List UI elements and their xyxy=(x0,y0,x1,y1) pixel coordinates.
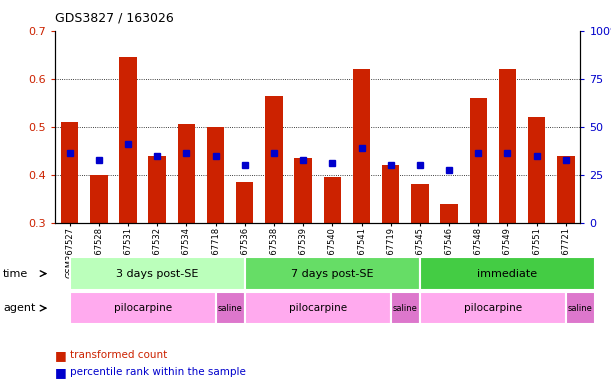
Text: percentile rank within the sample: percentile rank within the sample xyxy=(70,367,246,377)
Bar xyxy=(119,57,137,223)
Text: pilocarpine: pilocarpine xyxy=(114,303,172,313)
Text: time: time xyxy=(3,268,28,279)
Text: saline: saline xyxy=(218,304,243,313)
Bar xyxy=(411,184,429,223)
Bar xyxy=(324,177,341,223)
Bar xyxy=(236,182,254,223)
Bar xyxy=(353,69,370,223)
Bar xyxy=(557,156,574,223)
Bar xyxy=(148,156,166,223)
Text: 3 days post-SE: 3 days post-SE xyxy=(116,268,199,279)
Text: GDS3827 / 163026: GDS3827 / 163026 xyxy=(55,12,174,25)
Text: ■: ■ xyxy=(55,349,71,362)
Bar xyxy=(528,117,546,223)
Text: transformed count: transformed count xyxy=(70,350,167,360)
Bar xyxy=(178,124,195,223)
Text: pilocarpine: pilocarpine xyxy=(288,303,347,313)
Text: saline: saline xyxy=(393,304,418,313)
Bar xyxy=(90,175,108,223)
Bar xyxy=(61,122,78,223)
Bar xyxy=(382,165,400,223)
Bar xyxy=(295,158,312,223)
Bar xyxy=(265,96,283,223)
Bar xyxy=(207,127,224,223)
Text: immediate: immediate xyxy=(477,268,538,279)
Text: pilocarpine: pilocarpine xyxy=(464,303,522,313)
Text: ■: ■ xyxy=(55,366,71,379)
Bar xyxy=(499,69,516,223)
Text: saline: saline xyxy=(568,304,593,313)
Text: agent: agent xyxy=(3,303,35,313)
Text: 7 days post-SE: 7 days post-SE xyxy=(291,268,373,279)
Bar xyxy=(469,98,487,223)
Bar xyxy=(441,204,458,223)
